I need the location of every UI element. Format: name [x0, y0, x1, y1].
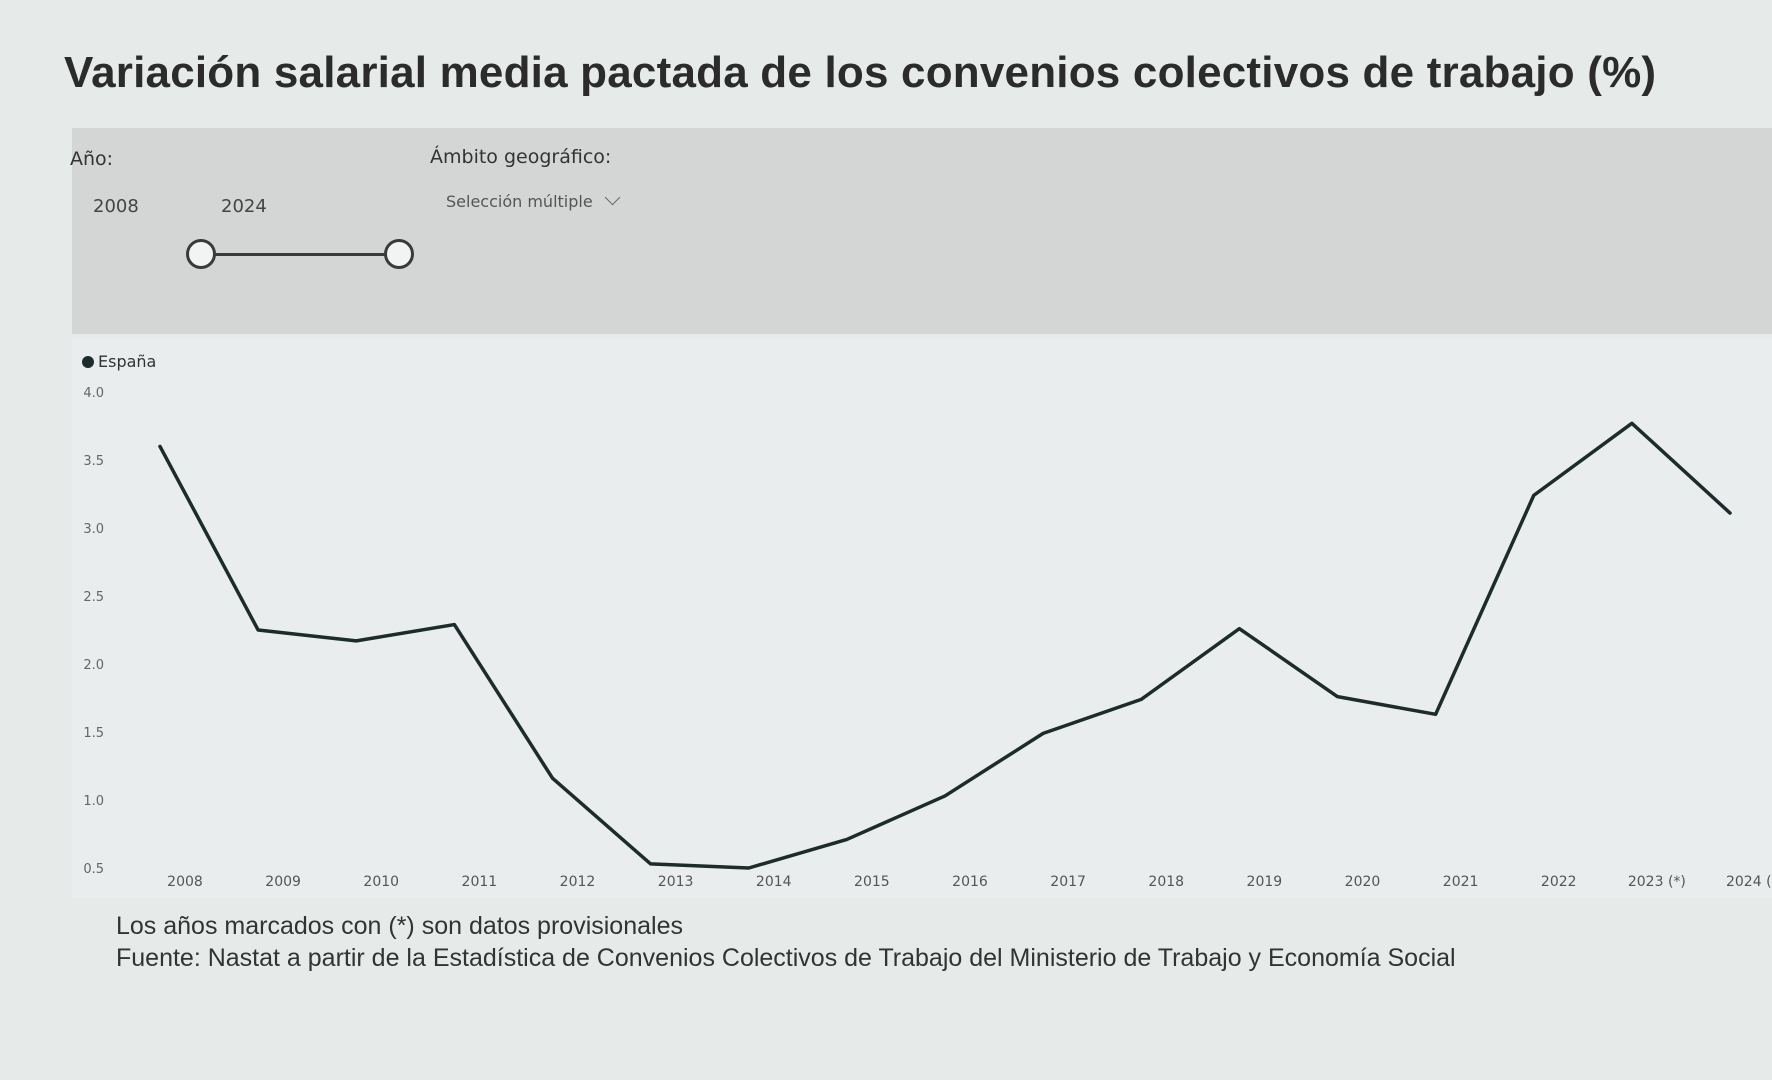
y-tick-label: 2.0 [83, 658, 104, 673]
data-point[interactable] [1726, 509, 1734, 517]
x-tick-label: 2024 (*) [1726, 874, 1772, 890]
data-point[interactable] [1235, 625, 1243, 633]
data-point[interactable] [941, 792, 949, 800]
region-filter-label: Ámbito geográfico: [430, 146, 612, 168]
x-tick-label: 2012 [560, 874, 596, 890]
data-point[interactable] [254, 626, 262, 634]
year-range-slider-track[interactable] [202, 253, 398, 256]
filter-panel [72, 128, 1772, 334]
x-tick-label: 2019 [1247, 874, 1283, 890]
year-to-value: 2024 [221, 196, 267, 217]
x-tick-label: 2016 [952, 874, 988, 890]
x-tick-label: 2018 [1148, 874, 1184, 890]
data-point[interactable] [745, 864, 753, 872]
data-point[interactable] [843, 835, 851, 843]
data-point[interactable] [549, 774, 557, 782]
year-range-start-handle[interactable] [186, 239, 216, 269]
data-point[interactable] [1039, 729, 1047, 737]
region-dropdown[interactable]: Selección múltiple [446, 189, 620, 211]
x-tick-label: 2023 (*) [1628, 874, 1686, 890]
chart-legend: España [82, 352, 156, 371]
year-range-end-handle[interactable] [384, 239, 414, 269]
y-tick-label: 3.0 [83, 522, 104, 537]
y-tick-label: 1.0 [83, 794, 104, 809]
data-point[interactable] [647, 860, 655, 868]
provisional-note: Los años marcados con (*) son datos prov… [116, 912, 683, 940]
y-tick-label: 1.5 [83, 726, 104, 741]
x-tick-label: 2021 [1443, 874, 1479, 890]
series-line-espana[interactable] [158, 421, 1732, 870]
x-tick-label: 2010 [363, 874, 399, 890]
x-tick-label: 2009 [265, 874, 301, 890]
y-tick-label: 4.0 [83, 386, 104, 401]
year-from-value: 2008 [93, 196, 139, 217]
data-point[interactable] [450, 621, 458, 629]
page-title: Variación salarial media pactada de los … [64, 48, 1657, 97]
x-tick-label: 2017 [1050, 874, 1086, 890]
x-tick-label: 2011 [462, 874, 498, 890]
data-point[interactable] [1530, 491, 1538, 499]
x-tick-label: 2022 [1541, 874, 1577, 890]
x-tick-label: 2020 [1345, 874, 1381, 890]
legend-label: España [98, 352, 157, 371]
data-point[interactable] [1628, 419, 1636, 427]
data-point[interactable] [1432, 710, 1440, 718]
data-point[interactable] [352, 637, 360, 645]
x-tick-label: 2014 [756, 874, 792, 890]
y-tick-label: 0.5 [83, 862, 104, 877]
data-point[interactable] [1137, 695, 1145, 703]
region-dropdown-value: Selección múltiple [446, 192, 593, 211]
x-tick-label: 2013 [658, 874, 694, 890]
data-point[interactable] [1334, 693, 1342, 701]
y-tick-label: 3.5 [83, 454, 104, 469]
x-tick-label: 2015 [854, 874, 890, 890]
legend-marker [82, 355, 94, 368]
x-tick-label: 2008 [167, 874, 203, 890]
source-note: Fuente: Nastat a partir de la Estadístic… [116, 944, 1456, 972]
data-point[interactable] [156, 442, 164, 450]
year-filter-label: Año: [70, 148, 114, 170]
y-tick-label: 2.5 [83, 590, 104, 605]
